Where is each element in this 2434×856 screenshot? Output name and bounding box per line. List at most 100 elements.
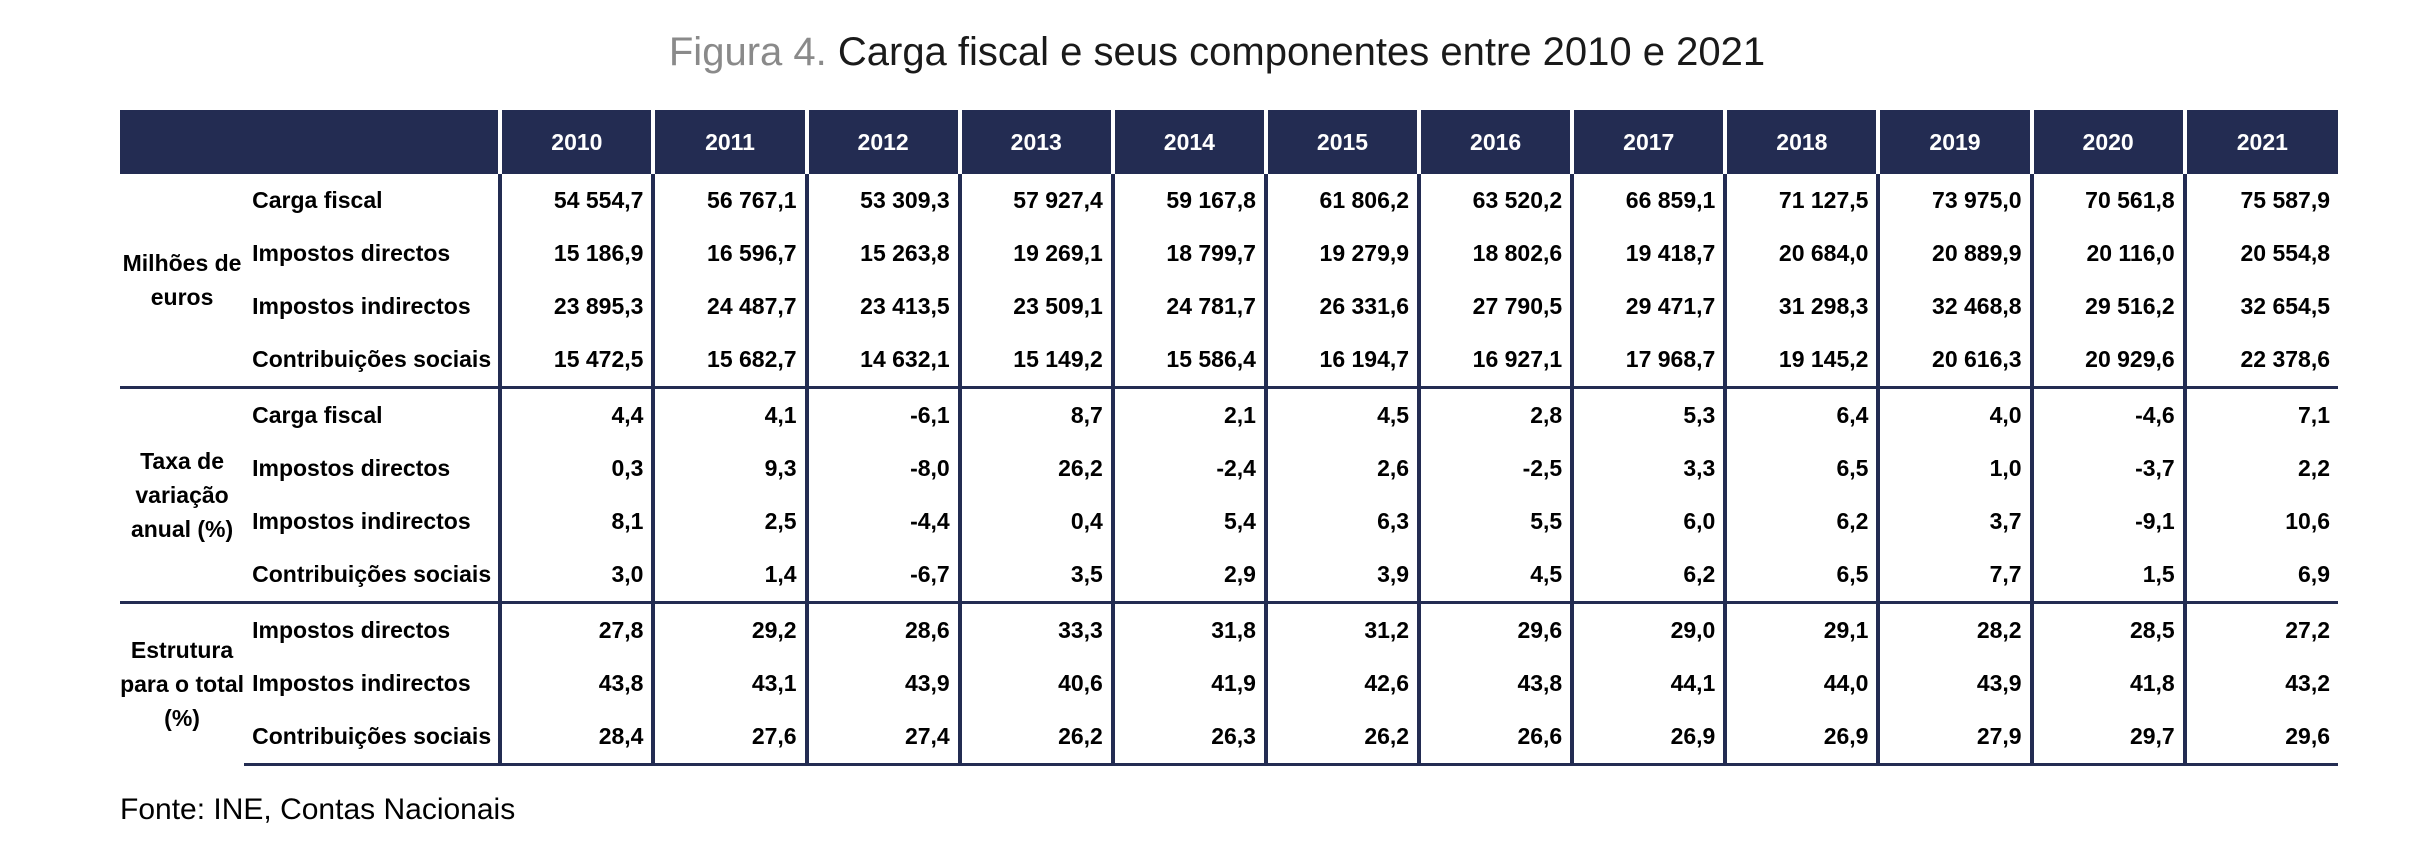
data-cell: 23 413,5 [804, 280, 960, 333]
data-cell: 44,1 [1570, 657, 1726, 710]
row-label: Impostos indirectos [252, 293, 471, 319]
data-cell: 6,4 [1723, 386, 1879, 442]
data-cell: 3,9 [1263, 548, 1420, 603]
data-cell: -9,1 [2029, 495, 2185, 548]
data-cell: 27,8 [498, 601, 654, 657]
data-cell: -2,5 [1417, 442, 1573, 495]
data-cell: 10,6 [2182, 495, 2338, 548]
data-cell: 27,2 [2182, 601, 2338, 657]
column-header-2019: 2019 [1876, 110, 2032, 174]
data-cell: 26,6 [1417, 710, 1573, 766]
row-label: Impostos indirectos [252, 670, 471, 696]
data-cell: 4,5 [1417, 548, 1573, 603]
data-cell: 41,8 [2029, 657, 2185, 710]
data-cell: 28,4 [498, 710, 654, 766]
data-cell: 14 632,1 [804, 333, 960, 388]
data-cell: 3,3 [1570, 442, 1726, 495]
data-cell: -4,4 [804, 495, 960, 548]
data-cell: 29,1 [1723, 601, 1879, 657]
data-cell: 2,2 [2182, 442, 2338, 495]
data-cell: 7,1 [2182, 386, 2338, 442]
data-cell: 23 895,3 [498, 280, 654, 333]
data-cell: 28,5 [2029, 601, 2185, 657]
row-group-label-milhoes-de-euros: Milhões de euros [122, 250, 242, 310]
source-text: INE, Contas Nacionais [213, 793, 516, 826]
column-header-2013: 2013 [957, 110, 1113, 174]
data-cell: 26,9 [1723, 710, 1879, 766]
data-cell: 16 194,7 [1263, 333, 1420, 388]
data-cell: 29,7 [2029, 710, 2185, 766]
column-header-2017: 2017 [1570, 110, 1726, 174]
data-cell: 2,1 [1110, 386, 1266, 442]
data-cell: 20 889,9 [1876, 227, 2032, 280]
data-cell: 22 378,6 [2182, 333, 2338, 388]
data-cell: 63 520,2 [1417, 174, 1573, 227]
data-cell: 27,9 [1876, 710, 2032, 766]
data-cell: 18 802,6 [1417, 227, 1573, 280]
data-cell: 6,2 [1723, 495, 1879, 548]
row-label: Carga fiscal [252, 187, 383, 213]
data-cell: 27 790,5 [1417, 280, 1573, 333]
data-cell: 24 487,7 [651, 280, 807, 333]
data-cell: 43,9 [1876, 657, 2032, 710]
table-row: Impostos directos 0,3 9,3 -8,0 26,2 -2,4 2,6 -2… [120, 442, 2338, 495]
data-cell: 70 561,8 [2029, 174, 2185, 227]
data-cell: 33,3 [957, 601, 1113, 657]
data-cell: 15 186,9 [498, 227, 654, 280]
data-cell: 44,0 [1723, 657, 1879, 710]
data-cell: 1,5 [2029, 548, 2185, 603]
data-cell: 15 263,8 [804, 227, 960, 280]
data-cell: 29,6 [1417, 601, 1573, 657]
data-cell: 3,7 [1876, 495, 2032, 548]
table-row: Taxa de variação anual (%) Carga fiscal 4,… [120, 386, 2338, 603]
data-cell: 2,5 [651, 495, 807, 548]
chart-title: Figura 4. Carga fiscal e seus componente… [0, 22, 2434, 82]
data-cell: 26,3 [1110, 710, 1266, 766]
column-header-2010: 2010 [498, 110, 654, 174]
data-cell: -6,1 [804, 386, 960, 442]
table-row: Contribuições sociais 3,0 1,4 -6,7 3,5 2,9 3,9… [120, 548, 2338, 603]
data-cell: 6,5 [1723, 442, 1879, 495]
data-cell: 32 654,5 [2182, 280, 2338, 333]
data-cell: 40,6 [957, 657, 1113, 710]
data-cell: 29,6 [2182, 710, 2338, 766]
data-cell: 2,9 [1110, 548, 1266, 603]
column-header-2016: 2016 [1417, 110, 1573, 174]
data-cell: 29,2 [651, 601, 807, 657]
data-cell: 26,2 [957, 710, 1113, 766]
data-cell: 20 554,8 [2182, 227, 2338, 280]
data-cell: 23 509,1 [957, 280, 1113, 333]
data-cell: 2,8 [1417, 386, 1573, 442]
row-group-label-estrutura-total: Estrutura para o total (%) [120, 601, 245, 765]
data-cell: 59 167,8 [1110, 174, 1266, 227]
data-cell: 4,5 [1263, 386, 1420, 442]
data-cell: 41,9 [1110, 657, 1266, 710]
data-cell: 42,6 [1263, 657, 1420, 710]
column-header-2014: 2014 [1110, 110, 1266, 174]
data-cell: 54 554,7 [498, 174, 654, 227]
table-row: Impostos indirectos 23 895,3 24 487,7 23 41… [120, 280, 2338, 333]
row-label: Impostos directos [252, 455, 451, 481]
data-cell: 26,9 [1570, 710, 1726, 766]
data-cell: 27,6 [651, 710, 807, 766]
table-row: Estrutura para o total (%) Impostos direc… [120, 601, 2338, 765]
data-cell: 8,7 [957, 386, 1113, 442]
data-cell: 71 127,5 [1723, 174, 1879, 227]
data-cell: 15 586,4 [1110, 333, 1266, 388]
data-cell: 53 309,3 [804, 174, 960, 227]
data-cell: -4,6 [2029, 386, 2185, 442]
data-cell: 6,9 [2182, 548, 2338, 603]
data-cell: 20 929,6 [2029, 333, 2185, 388]
data-cell: 8,1 [498, 495, 654, 548]
row-label: Impostos directos [252, 240, 451, 266]
data-cell: 19 145,2 [1723, 333, 1879, 388]
data-cell: 20 616,3 [1876, 333, 2032, 388]
data-cell: 31,2 [1263, 601, 1420, 657]
data-cell: 43,2 [2182, 657, 2338, 710]
data-cell: 32 468,8 [1876, 280, 2032, 333]
table-row: Impostos indirectos 43,8 43,1 43,9 40,6 41,9 4… [120, 657, 2338, 710]
data-cell: 16 927,1 [1417, 333, 1573, 388]
data-cell: 19 279,9 [1263, 227, 1420, 280]
data-cell: 3,0 [498, 548, 654, 603]
data-cell: 31,8 [1110, 601, 1266, 657]
